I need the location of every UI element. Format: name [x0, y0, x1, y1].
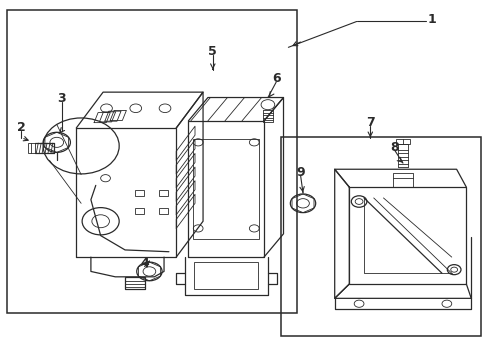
- Bar: [281, 137, 480, 336]
- Text: 6: 6: [271, 72, 280, 85]
- Text: 7: 7: [365, 116, 374, 129]
- Text: 1: 1: [427, 13, 436, 26]
- Bar: [159, 190, 167, 196]
- Text: 5: 5: [208, 45, 217, 58]
- Bar: [135, 190, 143, 196]
- Bar: [27, 143, 35, 153]
- Text: 9: 9: [296, 166, 304, 179]
- Text: 8: 8: [389, 140, 398, 153]
- Bar: [194, 262, 258, 289]
- Bar: [135, 208, 143, 214]
- Bar: [193, 139, 259, 239]
- Bar: [6, 10, 296, 313]
- Text: 4: 4: [140, 257, 149, 270]
- Bar: [159, 208, 167, 214]
- Text: 2: 2: [17, 121, 25, 134]
- Bar: [125, 277, 144, 289]
- Bar: [395, 139, 409, 144]
- Text: 3: 3: [57, 93, 66, 105]
